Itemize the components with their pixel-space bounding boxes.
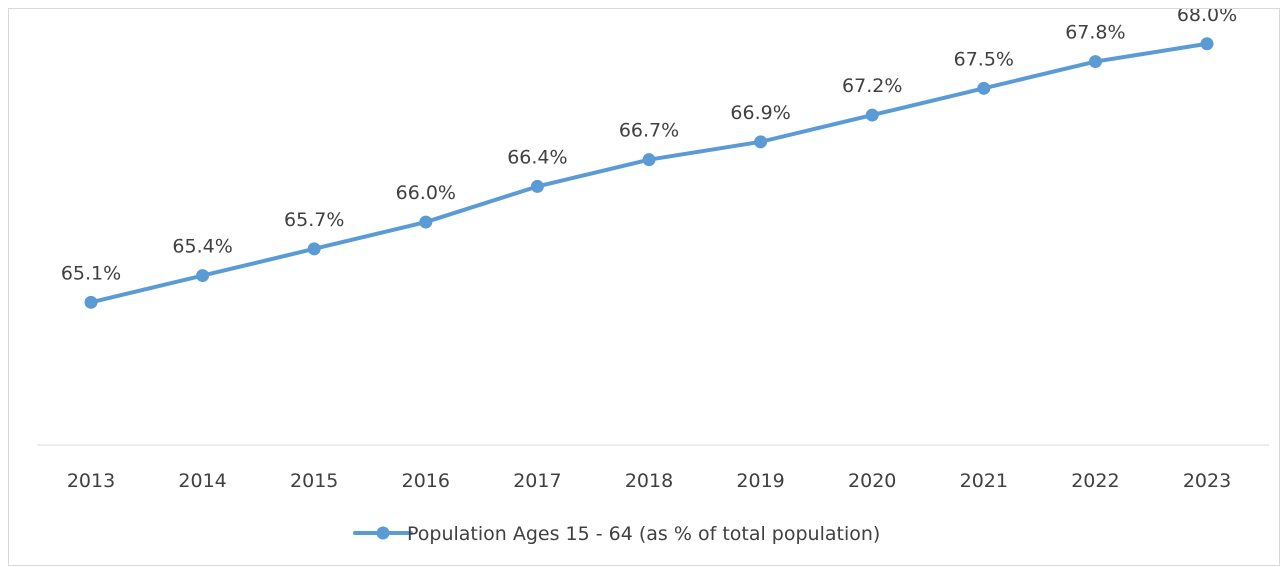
data-label-2019: 66.9%	[730, 102, 790, 124]
data-point-2021	[977, 81, 991, 95]
data-point-2016	[419, 215, 433, 229]
legend-swatch-marker	[376, 526, 390, 540]
data-label-2014: 65.4%	[172, 236, 232, 258]
x-tick-label-2013: 2013	[67, 470, 115, 492]
data-point-2022	[1088, 55, 1102, 69]
data-label-2017: 66.4%	[507, 146, 567, 168]
x-tick-label-2014: 2014	[178, 470, 226, 492]
x-tick-label-2019: 2019	[736, 470, 784, 492]
data-label-2015: 65.7%	[284, 209, 344, 231]
data-label-2022: 67.8%	[1065, 22, 1125, 44]
x-tick-label-2021: 2021	[960, 470, 1008, 492]
data-point-2015	[307, 242, 321, 256]
x-tick-labels: 2013 2014 2015 2016 2017 2018 2019 2020 2021 2022…	[67, 470, 1231, 492]
chart-container: 65.1% 65.4% 65.7% 66.0% 66.4% 66.7% 66.9% 67.2%…	[8, 8, 1280, 566]
data-point-2023	[1200, 37, 1214, 51]
x-tick-label-2020: 2020	[848, 470, 896, 492]
data-label-2016: 66.0%	[396, 182, 456, 204]
x-tick-label-2015: 2015	[290, 470, 338, 492]
data-label-2023: 68.0%	[1177, 9, 1237, 26]
legend: Population Ages 15 - 64 (as % of total p…	[353, 523, 880, 545]
data-points	[84, 37, 1214, 309]
data-point-2013	[84, 295, 98, 309]
x-tick-label-2016: 2016	[402, 470, 450, 492]
line-chart: 65.1% 65.4% 65.7% 66.0% 66.4% 66.7% 66.9% 67.2%…	[37, 9, 1269, 545]
data-point-2018	[642, 153, 656, 167]
x-tick-label-2023: 2023	[1183, 470, 1231, 492]
data-point-2014	[196, 269, 210, 283]
data-point-2019	[754, 135, 768, 149]
series-line	[89, 41, 1209, 305]
data-label-2020: 67.2%	[842, 75, 902, 97]
data-label-2018: 66.7%	[619, 120, 679, 142]
data-label-2013: 65.1%	[61, 262, 121, 284]
legend-label: Population Ages 15 - 64 (as % of total p…	[407, 523, 880, 545]
data-labels: 65.1% 65.4% 65.7% 66.0% 66.4% 66.7% 66.9% 67.2%…	[61, 9, 1237, 284]
data-label-2021: 67.5%	[954, 48, 1014, 70]
x-tick-label-2017: 2017	[513, 470, 561, 492]
data-point-2020	[865, 108, 879, 122]
x-tick-label-2018: 2018	[625, 470, 673, 492]
data-point-2017	[530, 179, 544, 193]
x-tick-label-2022: 2022	[1071, 470, 1119, 492]
